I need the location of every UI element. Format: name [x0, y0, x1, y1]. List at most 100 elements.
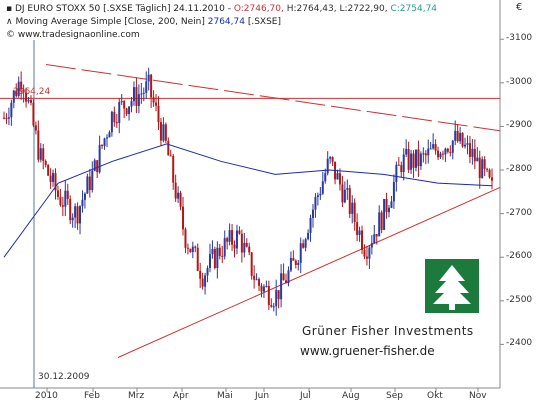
- candle-body: [142, 92, 145, 94]
- candle-body: [49, 175, 52, 182]
- candle-body: [294, 260, 297, 265]
- candle-body: [118, 102, 121, 124]
- candle-body: [262, 286, 265, 292]
- candle-body: [79, 206, 82, 224]
- x-tick-label: Sep: [386, 391, 403, 401]
- candle-body: [238, 230, 241, 234]
- level-label: 2964,24: [13, 87, 51, 97]
- candle-body: [309, 218, 312, 233]
- candle-body: [155, 102, 158, 106]
- candle-body: [437, 150, 440, 158]
- candle-body: [270, 304, 273, 307]
- candle-body: [74, 206, 77, 218]
- y-tick-label: -2600: [506, 251, 533, 262]
- currency-symbol: €: [516, 2, 523, 13]
- candle-body: [343, 189, 346, 203]
- candle-body: [461, 132, 464, 147]
- candle-body: [37, 130, 40, 160]
- candle-body: [64, 190, 67, 207]
- candle-body: [189, 248, 192, 253]
- candle-body: [83, 193, 86, 200]
- x-tick-label: Feb: [84, 391, 100, 401]
- candle-body: [186, 247, 189, 249]
- candle-body: [319, 193, 322, 196]
- moving-average-line: [3, 143, 493, 258]
- candle-body: [191, 246, 194, 253]
- candle-body: [218, 247, 221, 256]
- candle-body: [29, 100, 32, 103]
- candle-body: [39, 148, 42, 160]
- candle-body: [459, 132, 462, 142]
- candle-body: [260, 285, 263, 292]
- candle-body: [123, 100, 126, 109]
- candle-body: [302, 243, 305, 248]
- y-tick-label: -2900: [506, 120, 533, 131]
- x-tick-label: Mrz: [128, 391, 145, 401]
- candle-body: [329, 157, 332, 159]
- candle-body: [152, 97, 155, 103]
- candle-body: [150, 74, 153, 98]
- ohlc-value: C:2754,74: [390, 4, 438, 14]
- candle-body: [356, 222, 359, 235]
- candle-body: [412, 153, 415, 168]
- candle-body: [52, 173, 55, 182]
- candle-body: [88, 176, 91, 191]
- candle-body: [101, 144, 104, 146]
- candle-body: [258, 279, 261, 286]
- x-tick-label: Mai: [217, 391, 233, 401]
- candle-body: [341, 184, 344, 203]
- gruener-fisher-logo: [425, 259, 479, 313]
- candle-body: [233, 244, 236, 249]
- header-line-3: © www.tradesignaonline.com: [6, 30, 140, 41]
- candle-body: [275, 290, 278, 307]
- candle-body: [424, 153, 427, 156]
- candle-body: [105, 137, 108, 139]
- candle-body: [3, 117, 5, 119]
- candle-body: [353, 202, 356, 223]
- candle-body: [42, 148, 45, 161]
- candle-body: [128, 106, 131, 115]
- header-line-1: ▪ DJ EURO STOXX 50 [.SXSE Täglich] 24.11…: [6, 4, 437, 15]
- candle-body: [407, 149, 410, 170]
- candle-body: [120, 100, 123, 103]
- candle-body: [157, 105, 160, 123]
- candle-body: [358, 230, 361, 235]
- x-tick-label: Okt: [427, 391, 443, 401]
- candle-body: [182, 206, 185, 230]
- candle-body: [311, 209, 314, 219]
- candle-body: [204, 275, 207, 287]
- tree-icon: [433, 265, 471, 310]
- candle-body: [250, 252, 253, 276]
- candle-body: [464, 144, 467, 147]
- candle-body: [135, 87, 138, 106]
- ma-icon: ∧: [6, 17, 16, 27]
- trendline-support: [117, 187, 501, 358]
- candle-body: [422, 153, 425, 155]
- candle-body: [201, 278, 204, 287]
- candle-body: [32, 102, 35, 126]
- candle-body: [15, 90, 18, 96]
- candle-body: [20, 81, 23, 90]
- candle-body: [255, 279, 258, 281]
- candle-body: [280, 273, 283, 300]
- candle-body: [483, 159, 486, 169]
- candle-body: [292, 258, 295, 261]
- candle-body: [132, 87, 135, 102]
- candle-body: [321, 181, 324, 194]
- candle-body: [478, 157, 481, 179]
- candle-body: [385, 198, 388, 213]
- candle-body: [439, 153, 442, 158]
- candle-body: [216, 247, 219, 268]
- candle-body: [22, 89, 25, 93]
- candle-body: [10, 102, 13, 118]
- candle-body: [71, 217, 74, 221]
- candle-body: [113, 111, 116, 123]
- ma-suffix: [.SXSE]: [244, 17, 281, 27]
- candle-body: [213, 249, 216, 268]
- candle-body: [390, 201, 393, 208]
- candle-body: [488, 169, 491, 178]
- candle-body: [365, 256, 368, 259]
- candle-body: [196, 247, 199, 271]
- candle-body: [434, 144, 437, 151]
- header-instrument: DJ EURO STOXX 50 [.SXSE Täglich] 24.11.2…: [14, 4, 234, 14]
